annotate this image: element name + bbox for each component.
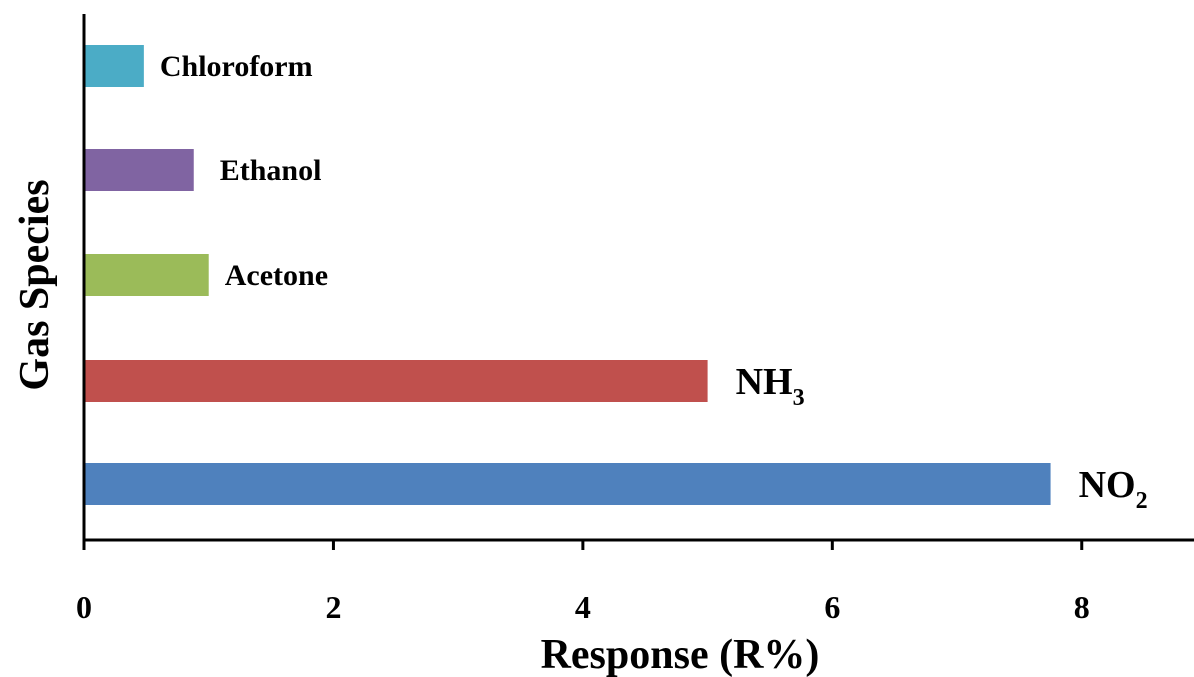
x-tick-label: 2 [325, 589, 341, 625]
bar-label-nh3: NH3 [736, 361, 805, 411]
bar-no2 [85, 463, 1051, 505]
x-axis-title: Response (R%) [541, 632, 820, 677]
bar-label-acetone: Acetone [225, 259, 328, 292]
bar-nh3 [85, 360, 708, 402]
x-tick-label: 4 [575, 589, 591, 625]
bar-ethanol [85, 149, 194, 191]
x-tick-label: 6 [824, 589, 840, 625]
bar-label-chloroform: Chloroform [160, 50, 313, 83]
bar-acetone [85, 254, 209, 296]
bar-chloroform [85, 45, 144, 87]
x-tick-label: 8 [1074, 589, 1090, 625]
bar-label-no2: NO2 [1079, 464, 1148, 514]
y-axis-title: Gas Species [12, 179, 58, 390]
x-tick-label: 0 [76, 589, 92, 625]
bar-label-ethanol: Ethanol [220, 154, 322, 187]
